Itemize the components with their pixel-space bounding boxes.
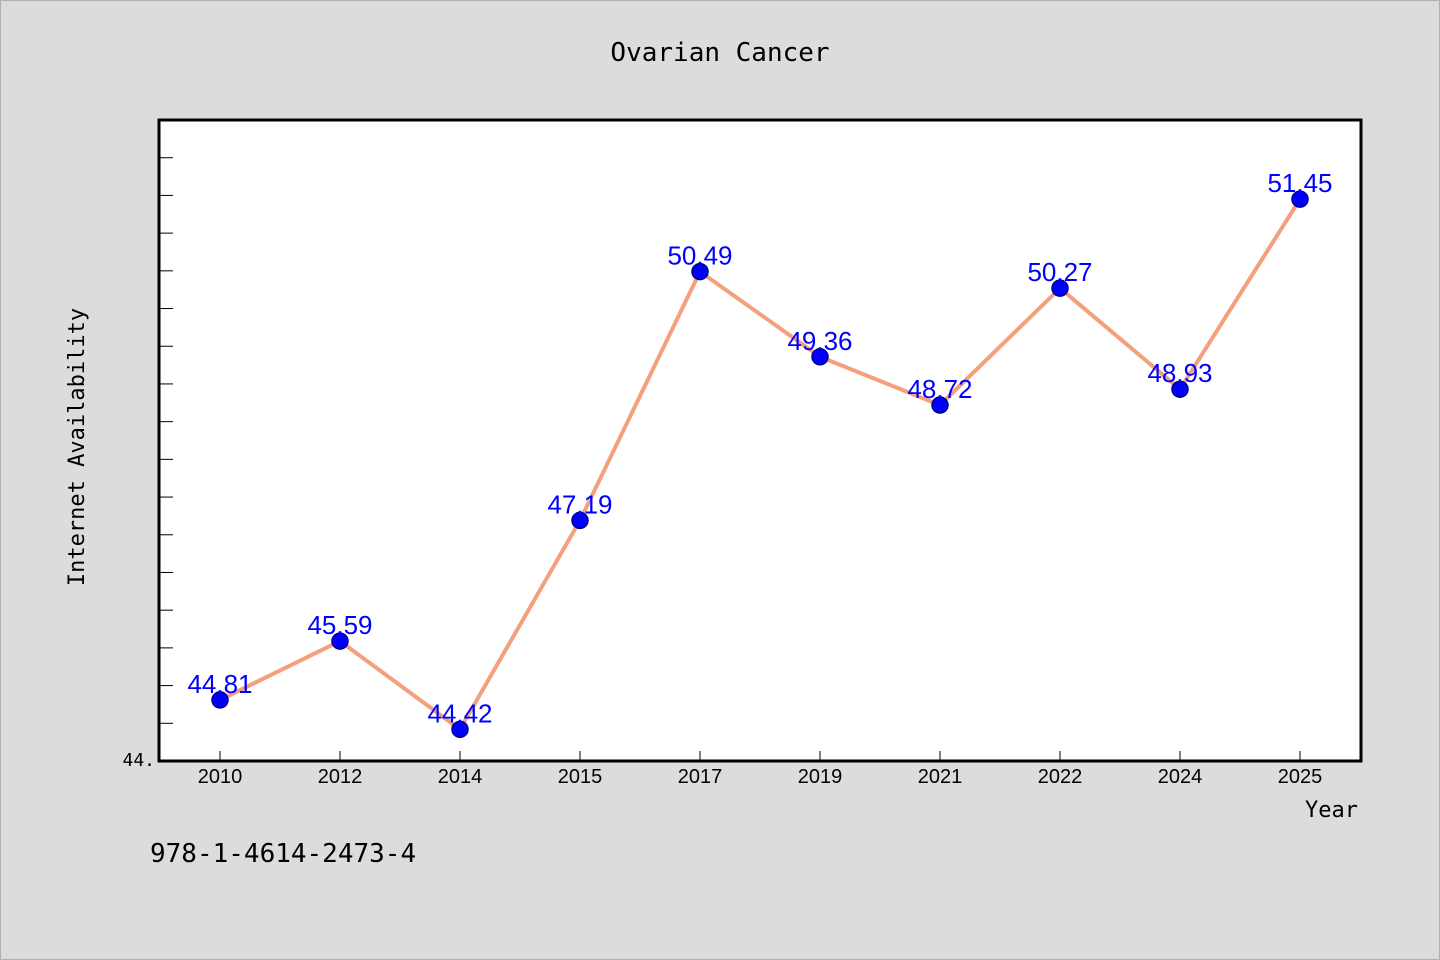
- x-tick-label: 2015: [558, 766, 603, 788]
- data-point: [571, 511, 589, 530]
- x-tick-label: 2012: [318, 766, 363, 788]
- data-label: 48.93: [1147, 358, 1212, 388]
- x-tick-label: 2025: [1278, 766, 1323, 788]
- data-label: 51.45: [1267, 168, 1332, 198]
- plot-area: [159, 120, 1361, 761]
- data-label: 50.49: [667, 241, 732, 271]
- x-tick-label: 2017: [678, 766, 723, 788]
- data-point: [1051, 279, 1069, 297]
- data-point: [331, 632, 349, 650]
- chart-title: Ovarian Cancer: [610, 38, 829, 68]
- y-tick-label: 44.: [122, 750, 155, 771]
- data-point: [931, 396, 949, 414]
- data-point: [1291, 190, 1309, 208]
- data-point: [691, 262, 709, 281]
- data-label: 48.72: [907, 374, 972, 404]
- x-tick-label: 2019: [798, 766, 843, 788]
- data-label: 44.42: [427, 698, 492, 728]
- plot-frame: [157, 118, 1363, 763]
- series-layer: 44.81 45.59 44.42 47.19 50.49 49.36 48.72 50.27…: [187, 168, 1333, 739]
- data-label: 49.36: [787, 326, 852, 356]
- x-tick-label: 2022: [1038, 766, 1083, 788]
- footer-text: 978-1-4614-2473-4: [150, 839, 416, 869]
- y-axis-label: Internet Availability: [65, 308, 90, 586]
- data-label: 44.81: [187, 669, 252, 699]
- x-tick-label: 2021: [918, 766, 963, 788]
- x-tick-label: 2024: [1158, 766, 1203, 788]
- data-point: [211, 691, 229, 709]
- data-point: [451, 720, 469, 739]
- data-point: [811, 348, 829, 366]
- data-label: 47.19: [547, 489, 612, 519]
- x-axis-ticks: 2010 2012 2014 2015 2017 2019 2021 2022 2024 2025: [198, 751, 1323, 788]
- series-line: [218, 197, 1302, 732]
- y-axis-ticks: [159, 119, 173, 762]
- data-label: 45.59: [307, 610, 372, 640]
- data-point: [1171, 380, 1189, 398]
- x-tick-label: 2010: [198, 766, 243, 788]
- x-tick-label: 2014: [438, 766, 483, 788]
- data-label: 50.27: [1027, 257, 1092, 287]
- x-axis-label: Year: [1305, 798, 1358, 823]
